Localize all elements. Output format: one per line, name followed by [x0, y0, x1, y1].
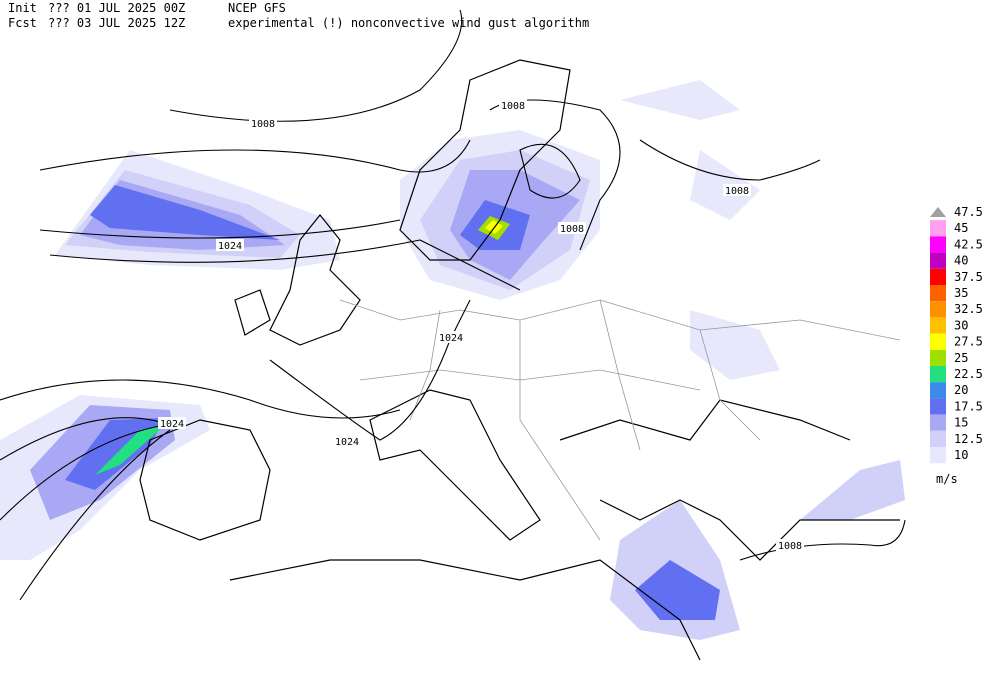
colorbar-units: m/s	[936, 472, 958, 486]
colorbar-swatch	[930, 349, 946, 366]
colorbar-label: 32.5	[954, 302, 983, 316]
isobar-label-bg	[776, 539, 804, 551]
colorbar-label: 47.5	[954, 205, 983, 219]
isobar-label: 1024	[439, 333, 463, 344]
borders	[339, 299, 901, 541]
colorbar-label: 40	[954, 254, 968, 268]
colorbar-label: 12.5	[954, 432, 983, 446]
colorbar-swatch	[930, 301, 946, 318]
init-label: Init	[8, 1, 37, 15]
fcst-time: ??? 03 JUL 2025 12Z	[48, 16, 185, 30]
colorbar-label: 30	[954, 318, 968, 332]
colorbar-swatch	[930, 398, 946, 415]
isobar-label-bg	[558, 222, 586, 234]
colorbar-label: 45	[954, 221, 968, 235]
isobar-label: 1008	[725, 186, 749, 197]
isobar-label-bg	[723, 184, 751, 196]
colorbar-label: 20	[954, 383, 968, 397]
colorbar-swatch	[930, 333, 946, 350]
isobar-label-bg	[158, 417, 186, 429]
isobars	[0, 9, 906, 601]
colorbar-swatch	[930, 430, 946, 447]
colorbar-label: 17.5	[954, 399, 983, 413]
colorbar-swatch	[930, 382, 946, 399]
colorbar-label: 10	[954, 448, 968, 462]
isobar-label-bg	[499, 99, 527, 111]
product-name: experimental (!) nonconvective wind gust…	[228, 16, 589, 30]
colorbar-swatch	[930, 220, 946, 237]
isobar-label-bg	[333, 435, 361, 447]
colorbar-triangle	[930, 207, 946, 217]
colorbar-label: 27.5	[954, 335, 983, 349]
model-name: NCEP GFS	[228, 1, 286, 15]
colorbar-swatch	[930, 252, 946, 269]
colorbar-label: 42.5	[954, 237, 983, 251]
isobar-label: 1024	[335, 437, 359, 448]
colorbar-label: 22.5	[954, 367, 983, 381]
colorbar-swatch	[930, 236, 946, 253]
fcst-label: Fcst	[8, 16, 37, 30]
isobar-label-bg	[249, 117, 277, 129]
coastlines	[139, 59, 900, 661]
colorbar-swatch	[930, 366, 946, 383]
colorbar-label: 35	[954, 286, 968, 300]
isobar-label: 1024	[160, 419, 184, 430]
colorbar-swatch	[930, 317, 946, 334]
colorbar-swatch	[930, 268, 946, 285]
colorbar: 47.5 45 42.5 40 37.5 35 32.5 30 27.5 25 22.5 20 17.5…	[930, 205, 983, 486]
isobar-label: 1008	[251, 119, 275, 130]
isobar-label: 1008	[560, 224, 584, 235]
isobar-label-bg	[216, 239, 244, 251]
init-time: ??? 01 JUL 2025 00Z	[48, 1, 185, 15]
colorbar-swatch	[930, 447, 946, 464]
isobar-label: 1008	[501, 101, 525, 112]
colorbar-swatch	[930, 414, 946, 431]
colorbar-label: 25	[954, 351, 968, 365]
colorbar-swatch	[930, 285, 946, 302]
isobar-label: 1008	[778, 541, 802, 552]
isobar-label: 1024	[218, 241, 242, 252]
colorbar-label: 15	[954, 416, 968, 430]
colorbar-label: 37.5	[954, 270, 983, 284]
isobar-label-bg	[437, 331, 465, 343]
